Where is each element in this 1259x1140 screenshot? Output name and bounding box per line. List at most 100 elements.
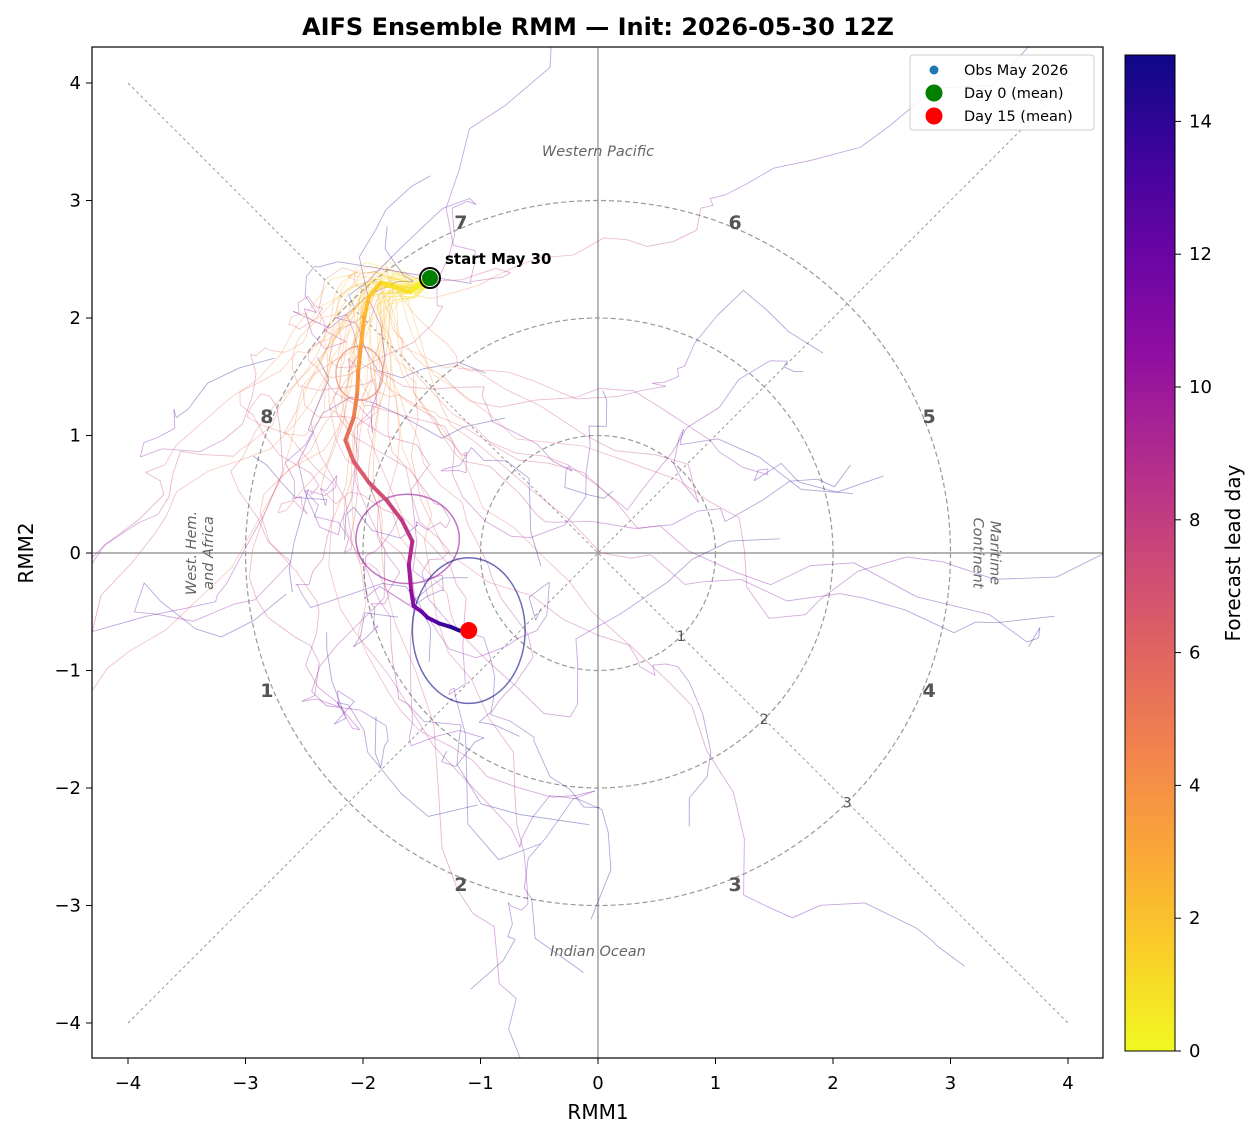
member-segment — [382, 583, 407, 588]
phase-label-6: 6 — [729, 212, 742, 234]
member-segment — [439, 484, 463, 503]
member-segment — [337, 690, 355, 702]
mean-path-segment — [362, 294, 371, 320]
member-segment — [462, 647, 466, 684]
member-segment — [600, 552, 632, 559]
member-segment — [308, 578, 312, 585]
member-segment — [456, 584, 467, 599]
member-segment — [392, 328, 408, 347]
member-segment — [380, 290, 386, 306]
member-segment — [491, 576, 502, 599]
member-segment — [554, 520, 592, 523]
member-segment — [354, 295, 386, 310]
member-segment — [469, 198, 477, 205]
member-segment — [549, 776, 571, 790]
member-segment — [336, 629, 353, 646]
member-segment — [478, 711, 492, 723]
member-segment — [168, 474, 174, 498]
member-segment — [401, 338, 404, 354]
member-segment — [311, 666, 321, 692]
member-segment — [297, 368, 316, 411]
member-segment — [322, 537, 328, 559]
member-segment — [363, 268, 387, 274]
member-segment — [328, 402, 337, 439]
member-segment — [417, 405, 437, 414]
member-segment — [916, 596, 990, 615]
member-segment — [366, 653, 377, 671]
member-segment — [139, 442, 145, 458]
member-segment — [100, 561, 133, 596]
amplitude-ring-2 — [362, 317, 834, 789]
member-segment — [349, 326, 360, 361]
member-segment — [455, 355, 459, 369]
member-segment — [410, 489, 415, 513]
member-segment — [603, 490, 614, 499]
member-segment — [515, 438, 550, 443]
member-segment — [391, 276, 415, 287]
member-segment — [684, 343, 696, 367]
member-segment — [372, 412, 378, 439]
member-segment — [293, 310, 300, 314]
member-segment — [387, 282, 412, 290]
member-segment — [354, 315, 363, 323]
member-segment — [356, 302, 360, 322]
member-segment — [389, 314, 394, 329]
member-segment — [357, 635, 389, 675]
member-segment — [251, 424, 273, 442]
member-segment — [314, 357, 338, 375]
member-segment — [374, 716, 377, 753]
member-segment — [361, 292, 365, 321]
member-segment — [740, 579, 788, 602]
member-segment — [584, 434, 616, 452]
member-segment — [318, 261, 339, 268]
member-segment — [766, 309, 789, 332]
member-segment — [444, 550, 489, 583]
member-segment — [431, 305, 444, 325]
member-segment — [490, 699, 494, 713]
member-segment — [363, 342, 370, 360]
member-segment — [387, 462, 398, 497]
member-segment — [639, 666, 656, 676]
member-segment — [350, 295, 369, 312]
member-segment — [381, 270, 385, 276]
member-segment — [435, 729, 460, 737]
member-segment — [383, 304, 388, 319]
member-segment — [481, 395, 488, 406]
member-segment — [250, 354, 256, 356]
member-segment — [315, 698, 339, 707]
x-axis-ticks: −4 −3 −2 −1 0 1 2 3 4 — [115, 1058, 1074, 1094]
member-segment — [602, 390, 608, 401]
member-segment — [577, 798, 603, 811]
member-segment — [304, 276, 307, 296]
member-segment — [494, 418, 517, 440]
member-segment — [363, 555, 367, 580]
member-segment — [525, 1070, 560, 1079]
member-segment — [336, 288, 343, 308]
member-segment — [387, 292, 411, 299]
member-segment — [633, 390, 668, 413]
member-segment — [552, 460, 573, 472]
member-segment — [378, 313, 389, 346]
member-segment — [10, 972, 17, 1026]
member-segment — [864, 597, 906, 611]
member-segment — [339, 288, 349, 300]
member-segment — [104, 520, 139, 546]
member-segment — [758, 468, 768, 471]
member-segment — [341, 304, 358, 325]
member-segment — [462, 776, 487, 802]
member-segment — [403, 376, 419, 400]
member-segment — [382, 294, 387, 307]
y-tick-label: −3 — [54, 896, 81, 917]
member-segment — [374, 338, 384, 374]
member-segment — [320, 362, 330, 382]
member-segment — [573, 237, 605, 256]
member-segment — [759, 456, 802, 490]
member-segment — [343, 402, 348, 421]
member-segment — [368, 438, 374, 467]
member-segment — [789, 478, 818, 482]
mean-markers — [418, 267, 478, 640]
member-segment — [509, 371, 536, 383]
member-segment — [309, 491, 312, 495]
spread-ellipse-day-15 — [411, 556, 526, 705]
